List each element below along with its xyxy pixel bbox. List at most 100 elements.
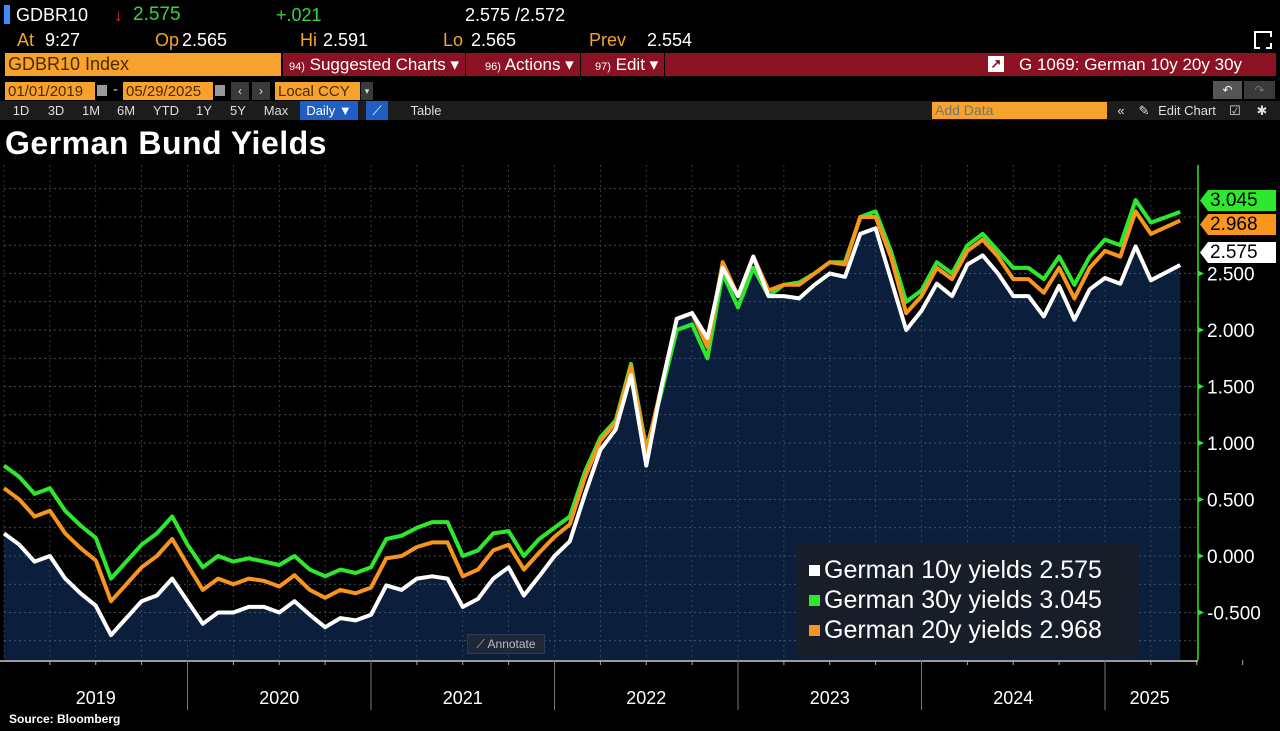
- add-data-input[interactable]: [932, 102, 1107, 119]
- undo-button[interactable]: ↶: [1213, 81, 1242, 99]
- suggested-charts-menu[interactable]: 94) Suggested Charts ▾: [283, 53, 466, 76]
- last-value-tag-10y: 2.575: [1200, 242, 1276, 263]
- legend-label: German 10y yields: [824, 556, 1033, 584]
- y-tick-label: 0.000: [1207, 547, 1255, 568]
- y-tick-label: 0.500: [1207, 491, 1255, 512]
- chart-reference: G 1069: German 10y 20y 30y: [1019, 55, 1243, 74]
- at-label: At: [17, 30, 35, 50]
- legend-value: 2.968: [1039, 616, 1102, 644]
- menu-label: Suggested Charts ▾: [309, 55, 459, 74]
- net-change: +.021: [276, 5, 322, 25]
- prev-label: Prev: [589, 30, 627, 50]
- series-line-20y: [2, 209, 1182, 604]
- legend-swatch: [809, 564, 820, 576]
- start-date-input[interactable]: 01/01/2019: [5, 82, 95, 100]
- ticker: GDBR10: [16, 5, 89, 25]
- menu-number: 97): [595, 61, 611, 73]
- x-tick-label: 2019: [76, 688, 116, 708]
- down-arrow-icon: ↓: [114, 5, 123, 25]
- y-tick-label: 1.000: [1207, 434, 1255, 455]
- legend: German 10y yields 2.575 German 30y yield…: [797, 543, 1138, 657]
- last-value-tag-20y: 2.968: [1200, 214, 1276, 235]
- ticker-marker: [4, 5, 10, 24]
- period-1d[interactable]: 1D: [12, 103, 30, 118]
- collapse-icon[interactable]: «: [1117, 103, 1125, 118]
- menu-bar: [283, 53, 1276, 76]
- period-6m[interactable]: 6M: [116, 103, 136, 118]
- calendar-icon[interactable]: [97, 85, 107, 96]
- y-tick-mark: [1198, 383, 1204, 390]
- period-3d[interactable]: 3D: [47, 103, 65, 118]
- edit-chart-button[interactable]: Edit Chart: [1158, 103, 1216, 118]
- y-tick-mark: [1198, 496, 1204, 503]
- period-1m[interactable]: 1M: [81, 103, 101, 118]
- high-value: 2.591: [323, 30, 369, 50]
- currency-select[interactable]: Local CCY: [275, 82, 360, 100]
- last-price: 2.575: [133, 4, 181, 25]
- legend-swatch: [809, 624, 820, 636]
- x-tick-label: 2021: [443, 688, 483, 708]
- y-tick-mark: [1198, 327, 1204, 333]
- chart-title: German Bund Yields: [5, 125, 327, 161]
- actions-menu[interactable]: 96) Actions ▾: [479, 53, 581, 76]
- menu-label: Edit ▾: [615, 55, 659, 74]
- legend-item-30y: German 30y yields 3.045: [809, 585, 1138, 615]
- y-tick-label: -0.500: [1207, 604, 1261, 625]
- last-value-tag-30y: 3.045: [1200, 190, 1276, 211]
- date-separator: -: [113, 81, 118, 98]
- series-line-30y: [2, 198, 1181, 581]
- x-tick-label: 2020: [259, 688, 299, 708]
- y-tick-label: 2.000: [1207, 321, 1255, 342]
- menu-number: 94): [289, 61, 305, 73]
- y-tick-mark: [1198, 270, 1204, 277]
- y-tick-label: 1.500: [1207, 378, 1255, 399]
- open-value: 2.565: [182, 30, 228, 50]
- end-date-input[interactable]: 05/29/2025: [123, 82, 213, 100]
- edit-menu[interactable]: 97) Edit ▾: [589, 53, 666, 76]
- x-tick-label: 2024: [993, 688, 1033, 708]
- line-chart-icon[interactable]: ⟋: [366, 101, 388, 120]
- period-1y[interactable]: 1Y: [196, 103, 212, 118]
- period-ytd[interactable]: YTD: [153, 103, 179, 118]
- x-tick-label: 2022: [626, 688, 666, 708]
- legend-label: German 30y yields: [824, 586, 1033, 614]
- y-tick-label: 2.500: [1207, 265, 1255, 286]
- series-line-10y: [2, 226, 1182, 638]
- low-value: 2.565: [471, 30, 517, 50]
- table-button[interactable]: Table: [410, 103, 442, 118]
- popout-window-icon[interactable]: [1254, 31, 1272, 49]
- menu-label: Actions ▾: [504, 55, 574, 74]
- high-label: Hi: [300, 30, 317, 50]
- legend-value: 2.575: [1039, 556, 1102, 584]
- currency-dropdown-icon[interactable]: ▾: [361, 82, 373, 100]
- bid-ask: 2.575 /2.572: [465, 5, 566, 25]
- legend-value: 3.045: [1039, 586, 1102, 614]
- frequency-select[interactable]: Daily ▼: [300, 101, 358, 120]
- open-label: Op: [155, 30, 180, 50]
- legend-item-20y: German 20y yields 2.968: [809, 615, 1138, 645]
- low-label: Lo: [443, 30, 464, 50]
- source-note: Source: Bloomberg: [9, 712, 121, 726]
- prev-value: 2.554: [647, 30, 693, 50]
- external-link-icon[interactable]: ↗: [988, 56, 1004, 72]
- redo-button[interactable]: ↷: [1244, 81, 1275, 99]
- pencil-icon: ✎: [1138, 103, 1150, 118]
- menu-number: 96): [485, 61, 501, 73]
- legend-swatch: [809, 594, 820, 606]
- calendar-icon[interactable]: [215, 85, 225, 96]
- y-tick-mark: [1198, 609, 1204, 616]
- y-tick-mark: [1198, 553, 1204, 559]
- security-input[interactable]: GDBR10 Index: [5, 53, 281, 76]
- next-period-button[interactable]: ›: [252, 82, 270, 100]
- previous-period-button[interactable]: ‹: [231, 82, 249, 100]
- annotation-edit-icon[interactable]: ☑: [1229, 103, 1241, 118]
- period-max[interactable]: Max: [263, 103, 289, 118]
- gear-icon[interactable]: ✱: [1256, 103, 1268, 118]
- legend-label: German 20y yields: [824, 616, 1033, 644]
- annotate-button[interactable]: ⟋ Annotate: [467, 634, 545, 654]
- period-5y[interactable]: 5Y: [230, 103, 246, 118]
- legend-item-10y: German 10y yields 2.575: [809, 555, 1138, 585]
- annotate-label: Annotate: [487, 637, 536, 651]
- x-tick-label: 2023: [810, 688, 850, 708]
- y-tick-mark: [1198, 440, 1204, 446]
